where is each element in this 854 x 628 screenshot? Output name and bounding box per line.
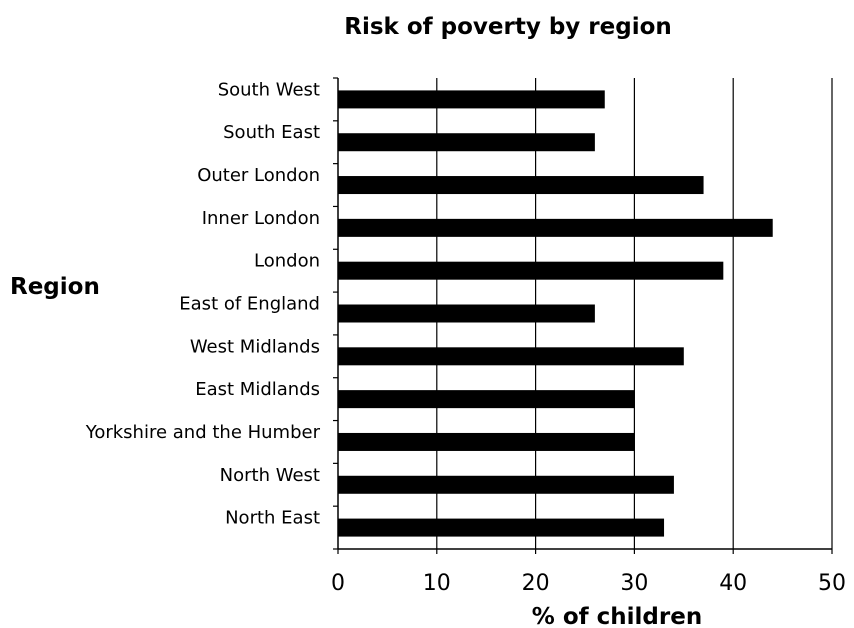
x-tick-label: 0 [331,571,345,596]
bar [338,90,605,109]
tick-labels: 0 10 20 30 40 50 [331,571,846,596]
axes [333,77,833,554]
y-axis-title: Region [10,274,100,300]
bar [338,133,595,152]
bars [338,90,773,537]
category-label: Inner London [202,208,320,229]
category-label: North East [225,508,320,529]
category-label: East of England [179,294,320,315]
chart-title: Risk of poverty by region [344,14,672,40]
bar [338,261,724,280]
x-tick-label: 20 [522,571,550,596]
category-label: South East [223,122,320,143]
x-tick-label: 30 [620,571,648,596]
category-label: South West [218,79,320,100]
category-label: Yorkshire and the Humber [85,422,321,443]
x-axis-title: % of children [532,604,702,628]
category-labels: South West South East Outer London Inner Lo… [85,79,321,528]
bar [338,218,773,237]
gridlines [436,78,833,549]
category-label: East Midlands [195,379,320,400]
bar [338,304,595,323]
bar [338,475,674,494]
category-label: West Midlands [190,336,320,357]
bar [338,176,704,195]
x-tick-label: 50 [818,571,846,596]
x-tick-label: 10 [423,571,451,596]
category-label: North West [220,465,320,486]
bar [338,390,635,409]
category-label: Outer London [197,165,320,186]
x-tick-label: 40 [719,571,747,596]
bar [338,518,665,537]
bar [338,432,635,451]
category-label: London [254,251,320,272]
bar [338,347,684,366]
